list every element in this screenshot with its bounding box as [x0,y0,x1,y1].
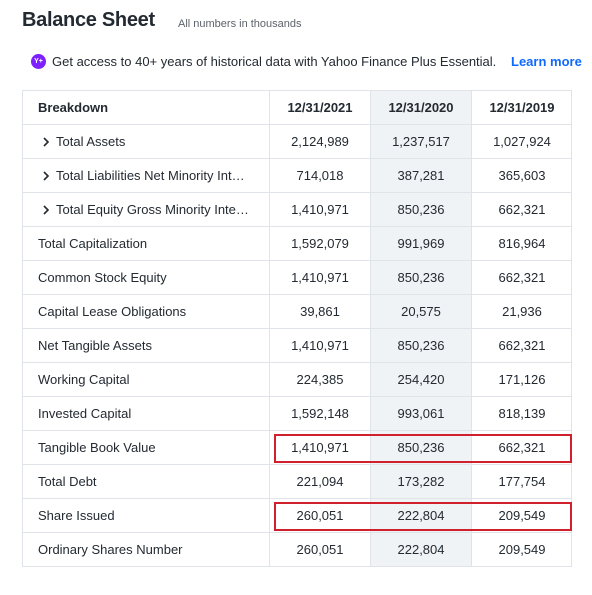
row-label-text: Total Debt [38,474,97,489]
row-label: Share Issued [23,499,284,532]
highlight-box [274,434,572,463]
row-label[interactable]: Total Assets [23,125,302,158]
table-row: Total Debt 221,094 173,282 177,754 [23,465,571,499]
table-row: Common Stock Equity 1,410,971 850,236 662,3… [23,261,571,295]
learn-more-link[interactable]: Learn more [511,54,582,69]
banner-text: Get access to 40+ years of historical da… [52,54,497,69]
value-cell: 1,592,079 [269,227,370,260]
row-label-text: Ordinary Shares Number [38,542,183,557]
value-cell: 1,027,924 [471,125,572,158]
value-cell: 1,410,971 [269,329,370,362]
column-header: 12/31/2021 [269,91,370,124]
column-header: Breakdown [38,100,109,115]
row-label[interactable]: Total Liabilities Net Minority Int… [23,159,302,192]
table-row: Ordinary Shares Number 260,051 222,804 209,… [23,533,571,567]
value-cell: 222,804 [370,533,471,566]
row-label: Working Capital [23,363,284,396]
value-cell: 818,139 [471,397,572,430]
row-label-text: Total Assets [56,134,126,149]
table-row: Working Capital 224,385 254,420 171,126 [23,363,571,397]
row-label-text: Invested Capital [38,406,132,421]
value-cell: 1,410,971 [269,193,370,226]
value-cell: 221,094 [269,465,370,498]
value-cell: 1,237,517 [370,125,471,158]
value-cell: 365,603 [471,159,572,192]
plus-icon: Y+ [31,54,46,69]
value-cell: 260,051 [269,499,370,532]
row-label[interactable]: Total Equity Gross Minority Inte… [23,193,302,226]
units-note: All numbers in thousands [178,18,302,30]
value-cell: 209,549 [471,499,572,532]
row-label-text: Tangible Book Value [38,440,156,455]
value-cell: 39,861 [269,295,370,328]
value-cell: 21,936 [471,295,572,328]
value-cell: 1,410,971 [269,261,370,294]
value-cell: 662,321 [471,329,572,362]
row-label: Invested Capital [23,397,284,430]
row-label-text: Net Tangible Assets [38,338,152,353]
row-label-text: Working Capital [38,372,130,387]
value-cell: 209,549 [471,533,572,566]
table-row: Capital Lease Obligations 39,861 20,575 21,… [23,295,571,329]
value-cell: 177,754 [471,465,572,498]
value-cell: 173,282 [370,465,471,498]
value-cell: 662,321 [471,431,572,464]
column-header: 12/31/2019 [471,91,572,124]
header-row: Breakdown 12/31/2021 12/31/2020 12/31/2019 [23,91,571,125]
value-cell: 224,385 [269,363,370,396]
table-row: Invested Capital 1,592,148 993,061 818,139 [23,397,571,431]
value-cell: 850,236 [370,193,471,226]
value-cell: 662,321 [471,261,572,294]
row-label: Common Stock Equity [23,261,284,294]
value-cell: 993,061 [370,397,471,430]
page-title: Balance Sheet [22,9,155,31]
row-label: Capital Lease Obligations [23,295,284,328]
table-row: Tangible Book Value 1,410,971 850,236 662,3… [23,431,571,465]
expand-chevron[interactable] [41,171,51,181]
row-label-text: Total Equity Gross Minority Inte… [56,202,249,217]
value-cell: 816,964 [471,227,572,260]
row-label: Total Capitalization [23,227,284,260]
value-cell: 714,018 [269,159,370,192]
row-label: Tangible Book Value [23,431,284,464]
row-label-text: Total Capitalization [38,236,148,251]
table-row[interactable]: Total Liabilities Net Minority Int… 714,0… [23,159,571,193]
table-row[interactable]: Total Assets 2,124,989 1,237,517 1,027,924 [23,125,571,159]
value-cell: 2,124,989 [269,125,370,158]
row-label: Total Debt [23,465,284,498]
value-cell: 850,236 [370,431,471,464]
table-row: Share Issued 260,051 222,804 209,549 [23,499,571,533]
table-row: Net Tangible Assets 1,410,971 850,236 662,3… [23,329,571,363]
expand-chevron[interactable] [41,137,51,147]
table-row[interactable]: Total Equity Gross Minority Inte… 1,410,9… [23,193,571,227]
row-label: Ordinary Shares Number [23,533,284,566]
value-cell: 850,236 [370,329,471,362]
value-cell: 20,575 [370,295,471,328]
row-label-text: Capital Lease Obligations [38,304,187,319]
row-label-text: Share Issued [38,508,115,523]
expand-chevron[interactable] [41,205,51,215]
value-cell: 387,281 [370,159,471,192]
value-cell: 662,321 [471,193,572,226]
row-label: Net Tangible Assets [23,329,284,362]
highlight-box [274,502,572,531]
value-cell: 991,969 [370,227,471,260]
row-label-text: Common Stock Equity [38,270,167,285]
value-cell: 171,126 [471,363,572,396]
table-row: Total Capitalization 1,592,079 991,969 816,… [23,227,571,261]
value-cell: 1,410,971 [269,431,370,464]
value-cell: 254,420 [370,363,471,396]
value-cell: 260,051 [269,533,370,566]
column-header: 12/31/2020 [370,91,471,124]
balance-table: Breakdown 12/31/2021 12/31/2020 12/31/2019 T… [22,90,572,567]
value-cell: 1,592,148 [269,397,370,430]
row-label-text: Total Liabilities Net Minority Int… [56,168,245,183]
value-cell: 222,804 [370,499,471,532]
value-cell: 850,236 [370,261,471,294]
